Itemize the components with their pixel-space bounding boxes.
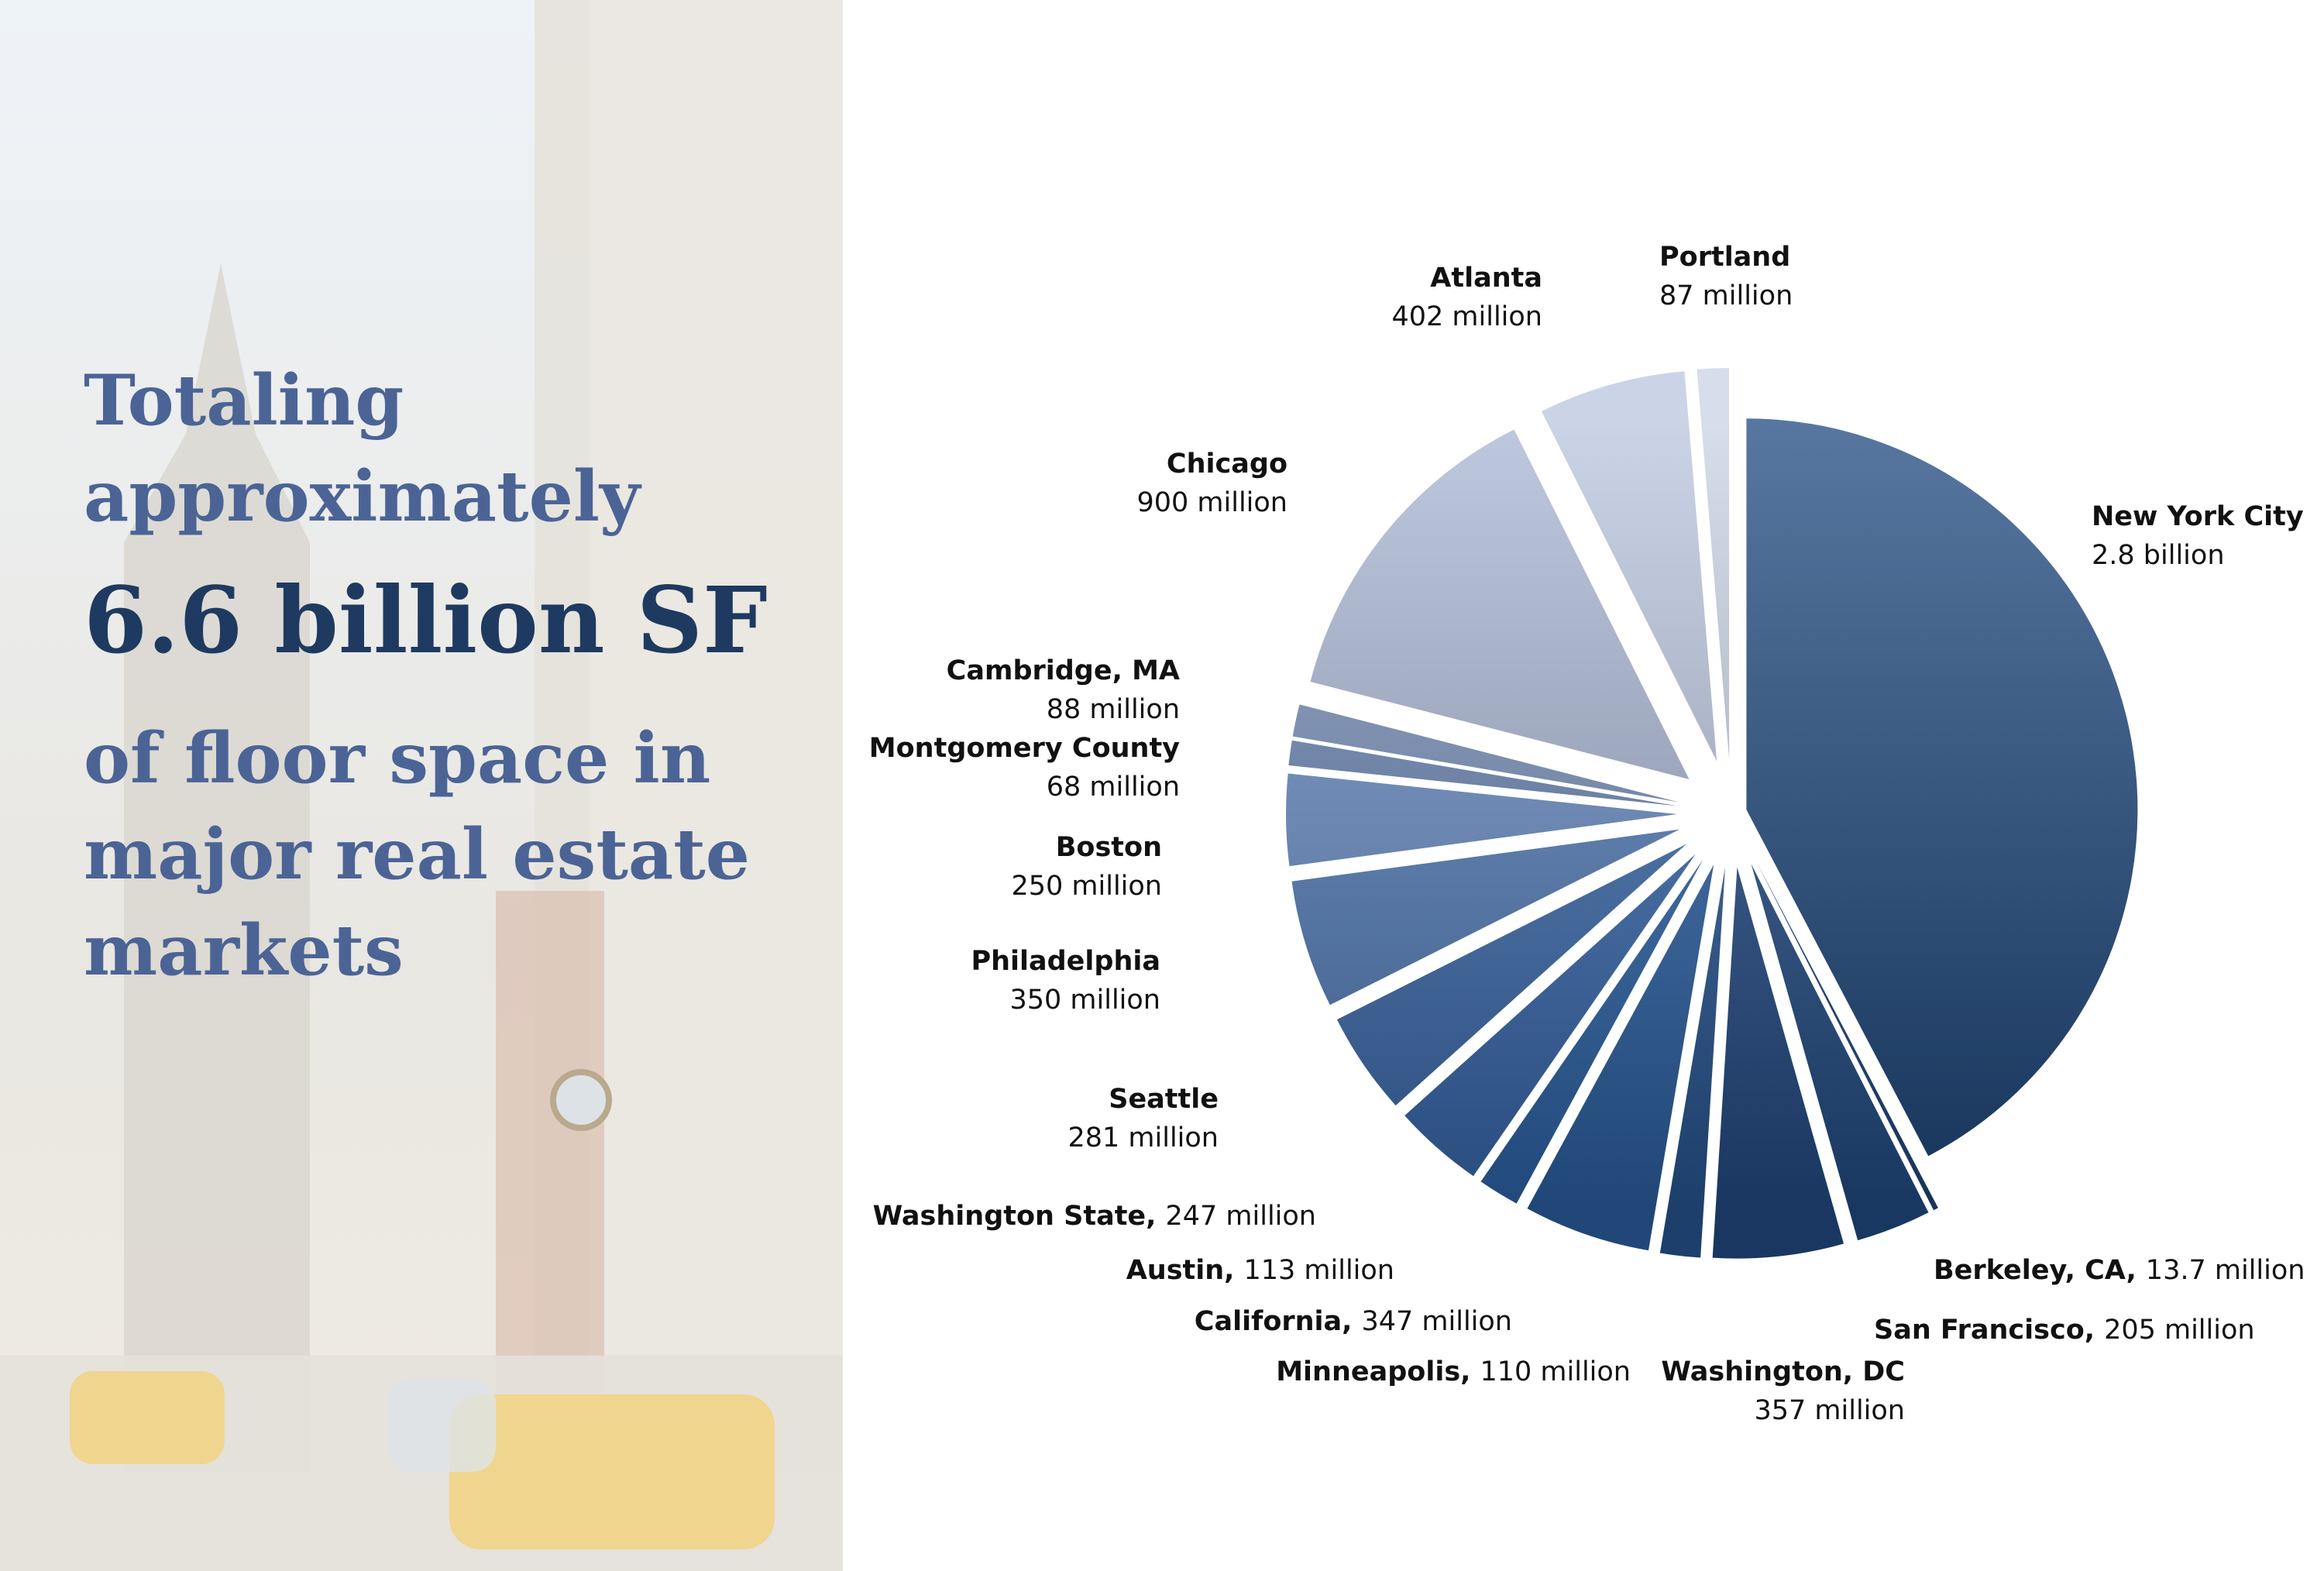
pie-slice: [1746, 418, 2138, 1157]
pie-slice: [1756, 861, 1938, 1211]
value-label: 88 million: [1047, 694, 1180, 725]
pie-chart: New York City 2.8 billion Berkeley, CA, 13.…: [869, 242, 2305, 1426]
category-label: San Francisco,: [1874, 1315, 2095, 1346]
pie-slice: [1292, 704, 1679, 803]
pie-slice: [1336, 844, 1687, 1106]
category-label: New York City: [2092, 501, 2304, 532]
pie-slice: [1286, 773, 1678, 867]
value-label: 2.8 billion: [2092, 540, 2225, 571]
pie-slice: [1659, 867, 1725, 1258]
photo-panel: [0, 0, 843, 1571]
pie-slice: [1288, 740, 1678, 806]
pie-slice: [1697, 368, 1730, 760]
value-label: 402 million: [1391, 301, 1542, 332]
pie-slice: [1404, 854, 1696, 1177]
pie-slice: [1712, 867, 1844, 1259]
pie-slice: [1751, 864, 1929, 1241]
category-label: Austin,: [1126, 1255, 1235, 1286]
headline-line: of floor space in: [84, 717, 710, 799]
headline: Totaling approximately 6.6 billion SF of…: [84, 359, 768, 992]
category-label: Seattle: [1109, 1084, 1219, 1115]
slice-label: Minneapolis, 110 million: [1276, 1356, 1631, 1387]
category-label: Montgomery County: [869, 733, 1180, 764]
pie-slice: [1542, 371, 1717, 761]
value-label: 87 million: [1659, 280, 1793, 311]
pie-slice: [1310, 429, 1690, 780]
slice-label: California, 347 million: [1195, 1306, 1512, 1337]
value-label: 110 million: [1480, 1356, 1631, 1387]
value-label: 281 million: [1067, 1122, 1219, 1153]
slice-label: Washington State, 247 million: [873, 1201, 1316, 1232]
value-label: 350 million: [1009, 985, 1160, 1016]
headline-line: markets: [84, 909, 404, 992]
slice-label: Austin, 113 million: [1126, 1255, 1394, 1286]
value-label: 357 million: [1754, 1395, 1905, 1426]
category-label: Boston: [1056, 832, 1162, 863]
value-label: 205 million: [2104, 1315, 2255, 1346]
category-label: Washington State,: [873, 1201, 1157, 1232]
category-label: Portland: [1659, 242, 1790, 273]
pie-slice: [1291, 829, 1680, 1006]
category-label: Chicago: [1167, 449, 1287, 480]
headline-line: Totaling: [84, 359, 404, 442]
value-label: 900 million: [1136, 487, 1287, 518]
value-label: 247 million: [1165, 1201, 1316, 1232]
category-label: Berkeley, CA,: [1934, 1255, 2137, 1286]
value-label: 113 million: [1243, 1255, 1394, 1286]
pie-slice: [1480, 859, 1703, 1204]
value-label: 68 million: [1047, 772, 1180, 803]
headline-line: approximately: [84, 455, 642, 538]
value-label: 13.7 million: [2146, 1255, 2305, 1286]
slice-label: San Francisco, 205 million: [1874, 1315, 2255, 1346]
pie-slice: [1527, 865, 1714, 1251]
category-label: Minneapolis,: [1276, 1356, 1470, 1387]
slice-label: Berkeley, CA, 13.7 million: [1934, 1255, 2305, 1286]
headline-line: major real estate: [84, 813, 750, 896]
value-label: 250 million: [1011, 871, 1162, 902]
headline-emphasis: 6.6 billion SF: [84, 566, 768, 674]
category-label: California,: [1195, 1306, 1353, 1337]
category-label: Philadelphia: [971, 946, 1160, 977]
value-label: 347 million: [1361, 1306, 1512, 1337]
category-label: Cambridge, MA: [947, 655, 1180, 686]
category-label: Washington, DC: [1661, 1356, 1905, 1387]
category-label: Atlanta: [1430, 263, 1542, 294]
